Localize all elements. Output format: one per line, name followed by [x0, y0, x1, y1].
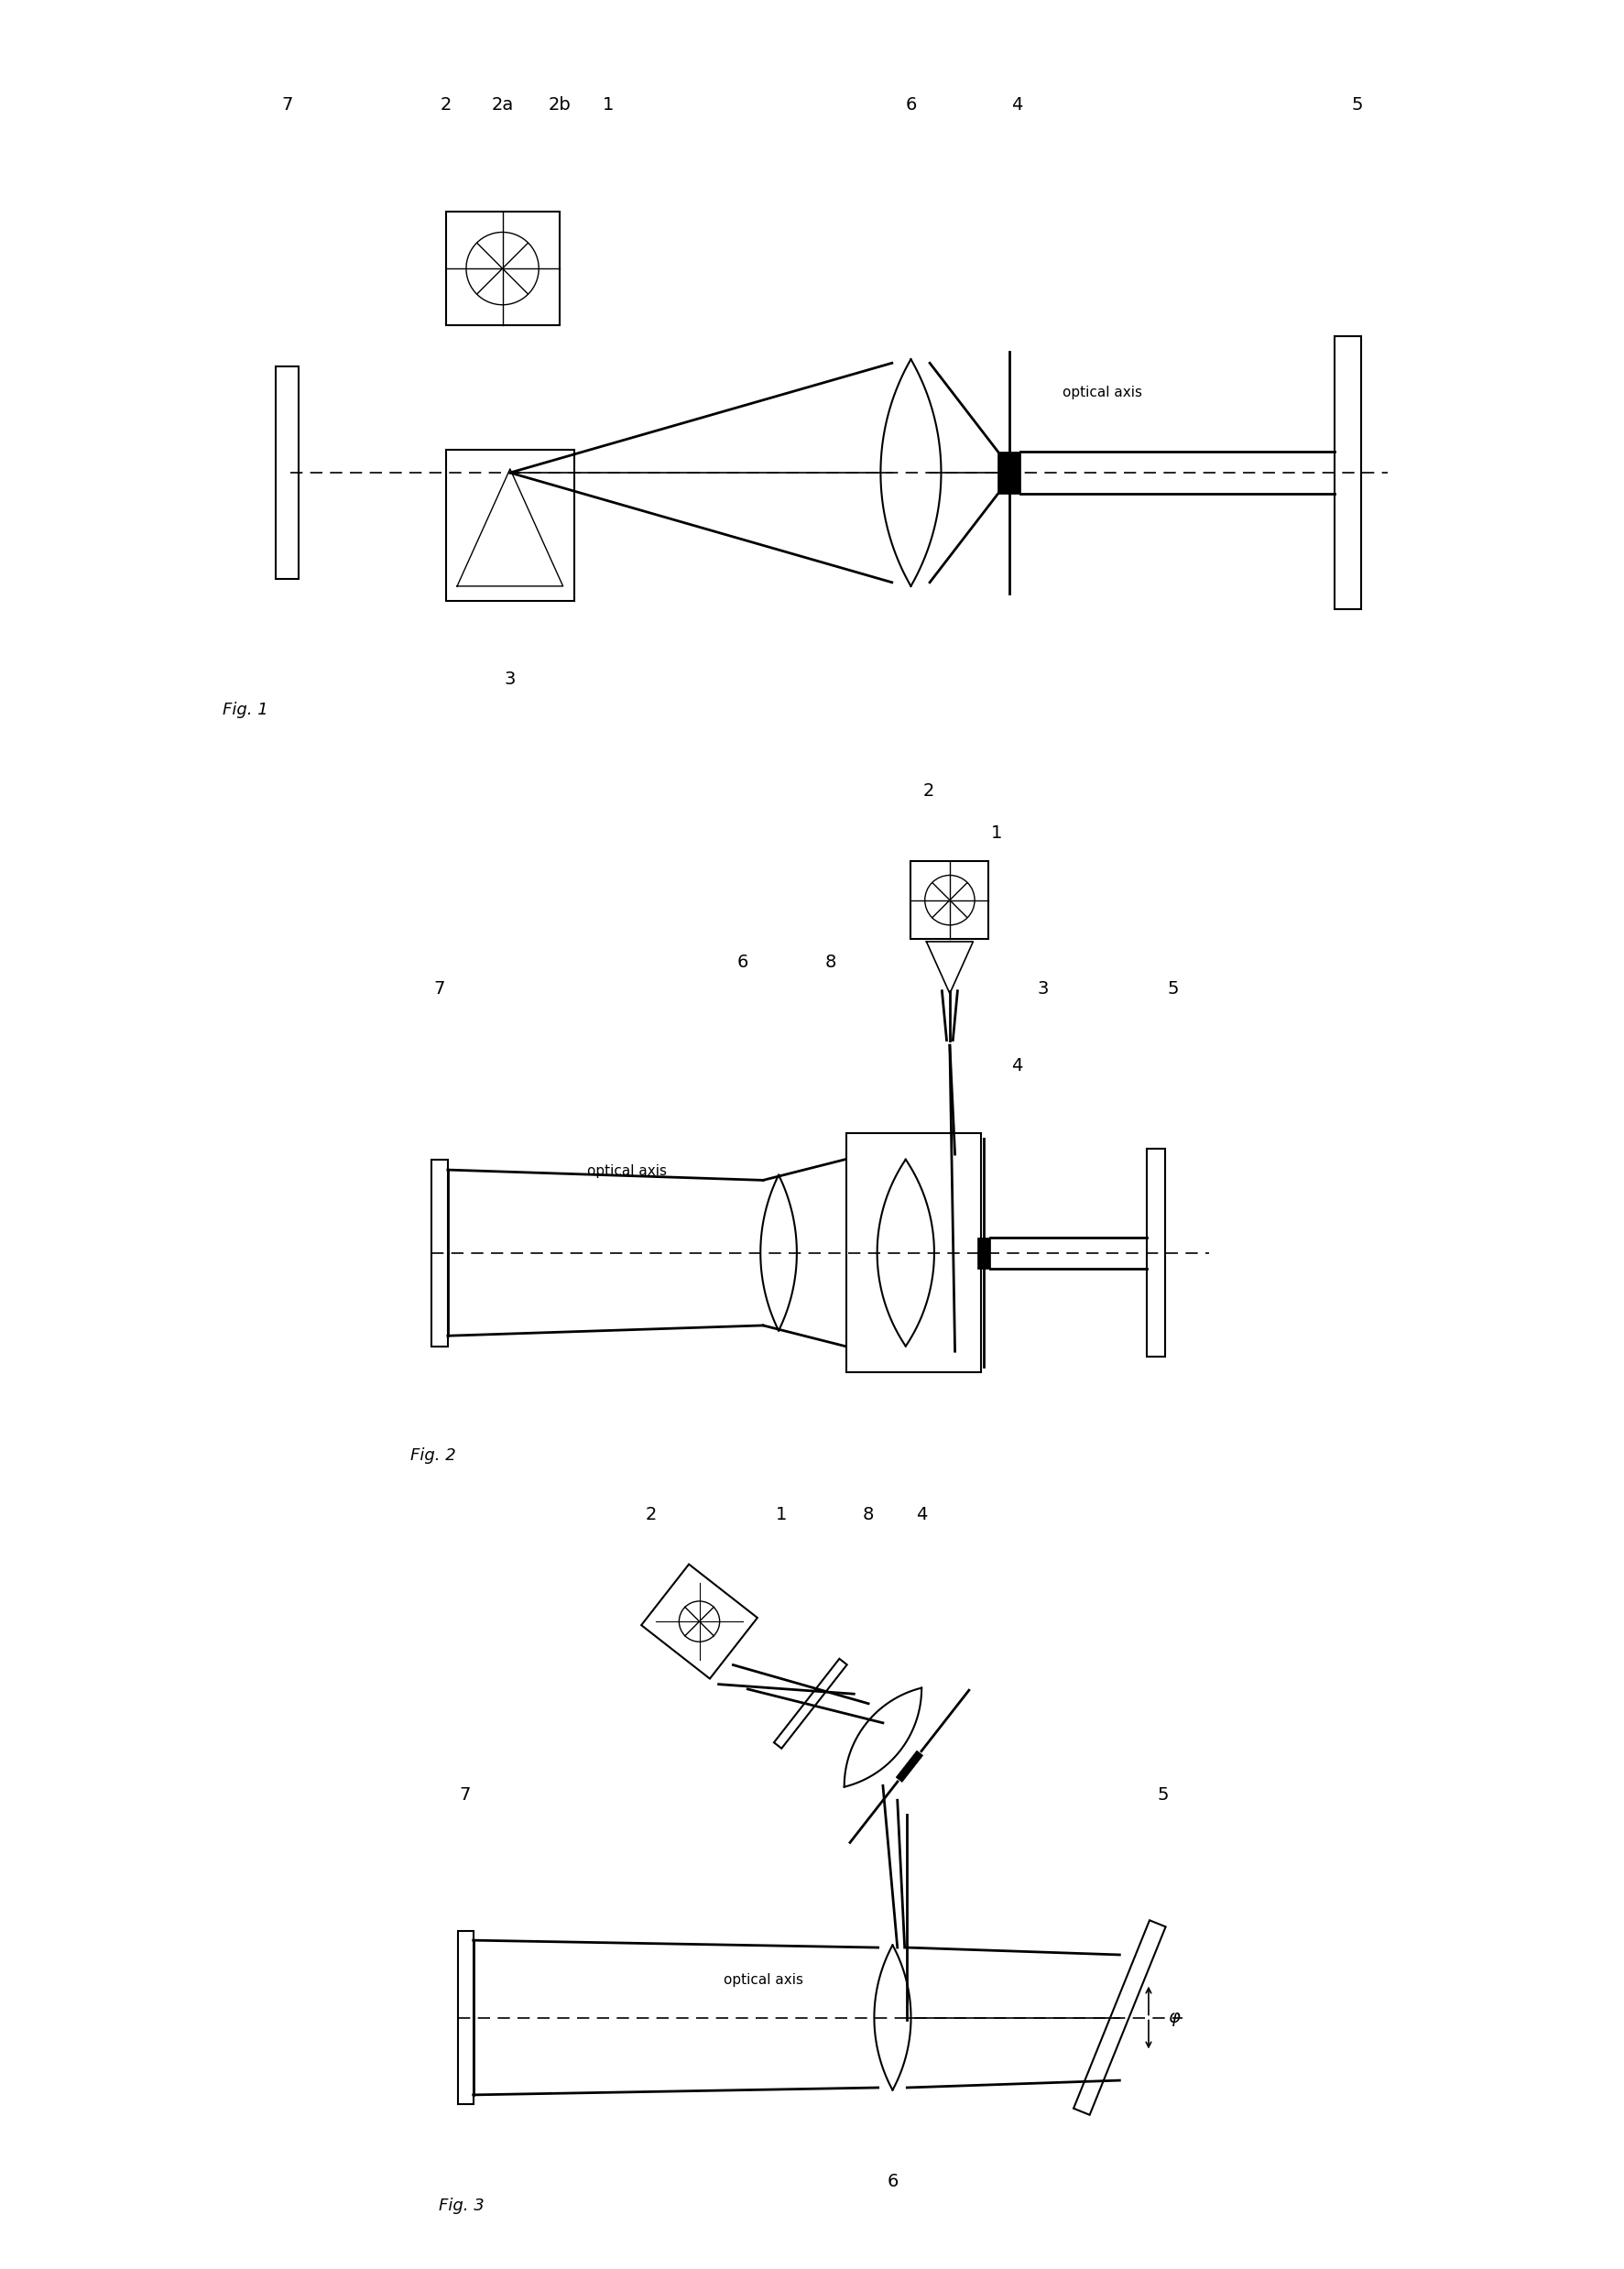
Text: 2b: 2b	[547, 95, 570, 113]
Text: Fig. 2: Fig. 2	[411, 1448, 456, 1464]
Bar	[445, 211, 559, 324]
Text: 5: 5	[1168, 980, 1179, 996]
Text: optical axis: optical axis	[1062, 386, 1142, 399]
Text: 5: 5	[1158, 1786, 1169, 1804]
Text: 6: 6	[737, 953, 749, 971]
Text: 4: 4	[1012, 95, 1023, 113]
Text: 3: 3	[505, 672, 516, 688]
Text: 7: 7	[434, 980, 445, 996]
Bar	[1147, 1148, 1164, 1357]
Text: φ: φ	[1168, 2008, 1179, 2026]
Text: 6: 6	[887, 2174, 898, 2190]
Text: 1: 1	[991, 824, 1002, 842]
Text: 6: 6	[905, 95, 916, 113]
Text: 2: 2	[440, 95, 451, 113]
Text: optical axis: optical axis	[586, 1164, 666, 1178]
Polygon shape	[896, 1752, 922, 1781]
Bar	[445, 449, 575, 601]
Text: 2a: 2a	[492, 95, 513, 113]
Bar	[458, 1931, 473, 2106]
Text: 3: 3	[1038, 980, 1049, 996]
Text: 8: 8	[862, 1507, 874, 1525]
Text: 7: 7	[281, 95, 292, 113]
Bar	[846, 1134, 981, 1373]
Bar	[1335, 336, 1361, 608]
Text: 4: 4	[916, 1507, 927, 1525]
Text: 2: 2	[924, 783, 935, 801]
Bar	[276, 368, 299, 579]
Bar	[911, 862, 989, 939]
Text: 2: 2	[645, 1507, 656, 1525]
Text: 1: 1	[603, 95, 614, 113]
Bar	[978, 1237, 989, 1268]
Text: Fig. 1: Fig. 1	[222, 701, 268, 719]
Text: optical axis: optical axis	[724, 1972, 804, 1988]
Text: 8: 8	[825, 953, 836, 971]
Bar	[997, 452, 1020, 495]
Text: 4: 4	[1012, 1057, 1023, 1076]
Text: 5: 5	[1351, 95, 1363, 113]
Text: Fig. 3: Fig. 3	[438, 2199, 484, 2215]
Text: 1: 1	[776, 1507, 788, 1525]
Text: 7: 7	[460, 1786, 471, 1804]
Bar	[432, 1159, 448, 1346]
